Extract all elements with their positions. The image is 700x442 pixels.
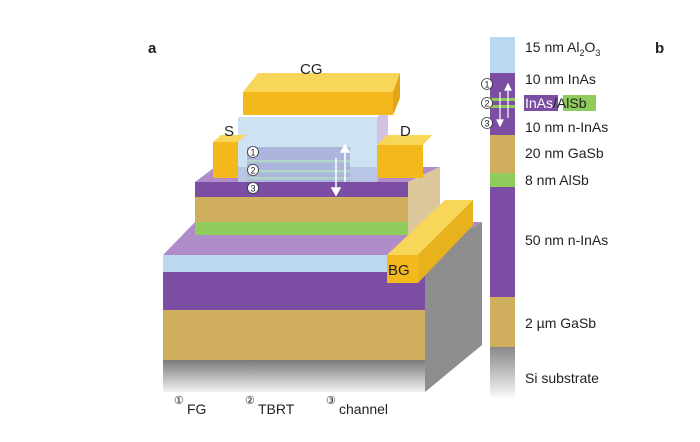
layer-label-inas-10nm: 10 nm InAs <box>525 71 596 87</box>
layer-labels: 15 nm Al2O3 10 nm InAs InAs/AlSb 10 nm n… <box>524 39 608 386</box>
control-gate-side <box>393 73 400 115</box>
legend-marker-3: ③ <box>326 395 336 407</box>
panel-a-label: a <box>148 40 157 57</box>
stack-gasb-20nm <box>490 135 515 173</box>
bg-label: BG <box>388 262 410 279</box>
legend-channel: channel <box>339 401 388 417</box>
layer-label-gasb-2um: 2 µm GaSb <box>525 315 596 331</box>
svg-text:1: 1 <box>251 148 256 158</box>
al2o3-strip <box>163 255 425 272</box>
layer-label-gasb-20nm: 20 nm GaSb <box>525 145 604 161</box>
legend-fg: FG <box>187 401 206 417</box>
back-gate-side <box>418 200 473 283</box>
legend-tbrt: TBRT <box>258 401 295 417</box>
panel-b-label: b <box>655 40 664 57</box>
svg-text:1: 1 <box>485 80 490 90</box>
legend-marker-2: ② <box>245 395 255 407</box>
control-gate <box>243 92 393 115</box>
bottom-right-face <box>425 222 482 392</box>
tunneling-arrows-icon <box>330 143 351 197</box>
fin-markers: ① 1 2 3 <box>247 146 259 194</box>
alsb-highlight <box>563 95 596 111</box>
inas-50nm-layer <box>163 272 425 310</box>
inas-highlight <box>524 95 558 111</box>
gate-oxide <box>238 117 377 182</box>
control-gate-top <box>243 73 400 92</box>
device-3d: ① 1 2 3 CG S D BG <box>163 61 482 392</box>
source-contact <box>213 142 238 178</box>
stack-si-substrate <box>490 347 515 398</box>
panel-a-legend: ① FG ② TBRT ③ channel <box>174 395 388 417</box>
back-gate <box>387 255 418 283</box>
stack-inas-top <box>490 73 515 135</box>
layer-label-si-substrate: Si substrate <box>525 370 599 386</box>
stack-al2o3 <box>490 37 515 73</box>
gasb-2um-layer <box>163 310 425 360</box>
layer-label-n-inas-50nm: 50 nm n-InAs <box>525 232 608 248</box>
mesa-gasb-layer <box>195 197 408 222</box>
drain-contact <box>377 145 423 178</box>
d-label: D <box>400 123 411 140</box>
svg-text:2: 2 <box>485 99 490 109</box>
s-label: S <box>224 123 234 140</box>
layer-label-al2o3: 15 nm Al2O3 <box>525 39 600 58</box>
stack-alsb-8nm <box>490 173 515 187</box>
stack-alsb-stripe-1 <box>490 98 515 101</box>
layer-label-alsb-8nm: 8 nm AlSb <box>525 172 589 188</box>
svg-text:2: 2 <box>251 166 256 176</box>
source-contact-top <box>213 135 246 142</box>
cg-label: CG <box>300 61 323 78</box>
drain-contact-top <box>377 135 432 145</box>
legend-marker-1: ① <box>174 395 184 407</box>
layer-label-inas-alsb: InAs/AlSb <box>525 95 587 111</box>
layer-stack: 1 2 3 <box>481 37 515 398</box>
layer-label-n-inas-10nm: 10 nm n-InAs <box>525 119 608 135</box>
svg-text:3: 3 <box>251 184 256 194</box>
stack-gasb-2um <box>490 297 515 347</box>
svg-text:3: 3 <box>485 119 490 129</box>
mesa-alsb-layer <box>195 222 408 235</box>
mesa-right-face <box>408 167 440 235</box>
stack-alsb-stripe-2 <box>490 105 515 108</box>
si-substrate <box>163 360 425 392</box>
stack-inas-50nm <box>490 187 515 297</box>
stack-arrows-icon <box>496 82 512 128</box>
back-gate-top <box>387 200 473 255</box>
stack-markers: 1 2 3 <box>481 78 493 129</box>
